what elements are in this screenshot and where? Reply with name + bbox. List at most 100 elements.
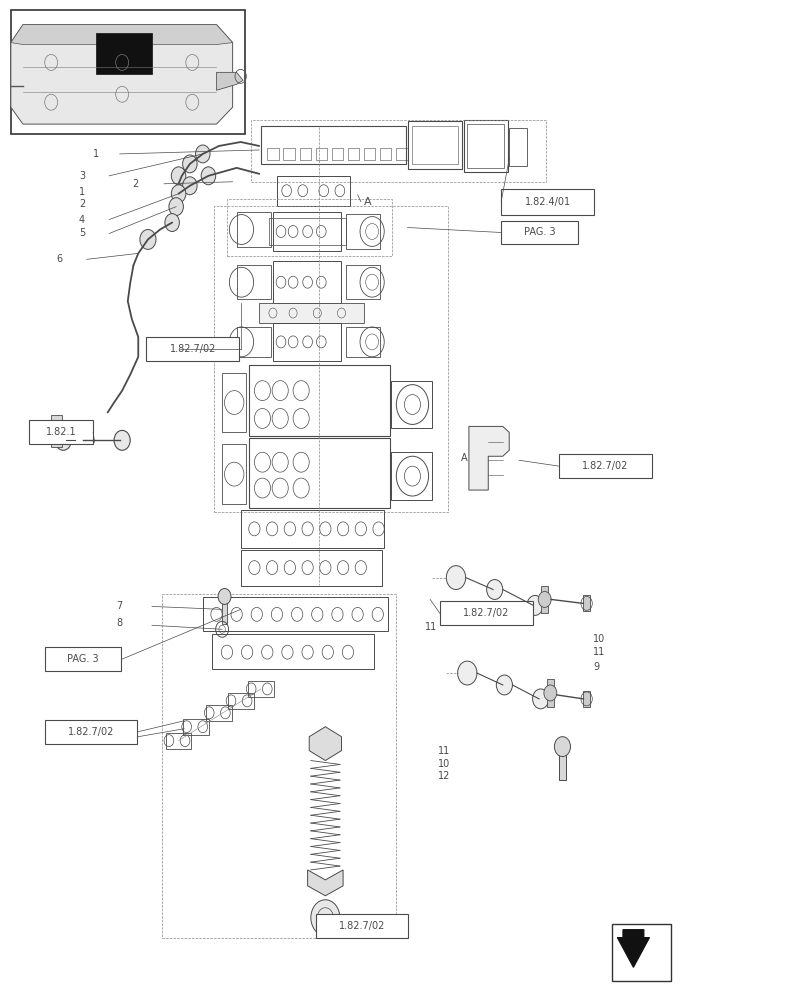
Text: 8: 8 <box>116 618 122 628</box>
Bar <box>611 924 670 981</box>
Bar <box>214 206 448 512</box>
Text: 11: 11 <box>438 746 450 756</box>
Bar <box>272 212 341 251</box>
Text: 9: 9 <box>592 662 599 672</box>
Circle shape <box>457 661 476 685</box>
Bar <box>363 148 375 160</box>
Polygon shape <box>616 930 649 967</box>
Circle shape <box>114 430 130 450</box>
Bar <box>347 148 358 160</box>
Text: 4: 4 <box>79 215 85 225</box>
Circle shape <box>538 591 551 607</box>
Text: PAG. 3: PAG. 3 <box>67 654 99 664</box>
Bar <box>315 914 408 938</box>
Circle shape <box>139 230 156 249</box>
Polygon shape <box>217 72 242 90</box>
Bar <box>228 693 253 709</box>
Text: 3: 3 <box>79 171 85 181</box>
Bar <box>582 691 589 707</box>
Bar <box>466 124 504 168</box>
Bar <box>464 120 508 172</box>
Polygon shape <box>11 25 232 124</box>
Text: 11: 11 <box>425 622 437 632</box>
Bar <box>203 597 388 631</box>
Circle shape <box>201 167 216 185</box>
Text: 7: 7 <box>116 601 122 611</box>
Circle shape <box>182 177 197 195</box>
Polygon shape <box>309 727 341 761</box>
Bar <box>412 126 457 164</box>
Text: 1.82.7/02: 1.82.7/02 <box>338 921 384 931</box>
Circle shape <box>195 145 210 163</box>
Bar <box>391 452 431 500</box>
Bar <box>391 381 431 428</box>
Text: 2: 2 <box>132 179 138 189</box>
Bar <box>222 596 227 624</box>
Bar <box>440 601 532 625</box>
Bar <box>283 148 294 160</box>
Text: 1.82.7/02: 1.82.7/02 <box>68 727 114 737</box>
Circle shape <box>169 198 183 216</box>
Circle shape <box>446 566 465 589</box>
Bar <box>248 438 389 508</box>
Text: 10: 10 <box>438 759 450 769</box>
Bar <box>240 550 381 586</box>
Circle shape <box>532 689 548 709</box>
Bar <box>222 444 246 504</box>
Bar <box>227 199 392 256</box>
Circle shape <box>165 214 179 232</box>
Text: 1.82.4/01: 1.82.4/01 <box>524 197 570 207</box>
Circle shape <box>218 589 230 604</box>
Circle shape <box>496 675 512 695</box>
Bar <box>240 510 384 548</box>
Bar <box>396 148 407 160</box>
Bar <box>183 719 209 735</box>
Text: PAG. 3: PAG. 3 <box>523 227 555 237</box>
Bar <box>236 265 270 299</box>
Bar <box>332 148 343 160</box>
Text: 11: 11 <box>592 647 604 657</box>
Polygon shape <box>307 870 343 896</box>
Text: 1.82.7/02: 1.82.7/02 <box>462 608 508 618</box>
Circle shape <box>171 185 186 203</box>
Bar <box>346 214 380 249</box>
Circle shape <box>171 167 186 185</box>
Bar <box>165 733 191 749</box>
Bar <box>11 10 244 134</box>
Bar <box>541 586 547 613</box>
Text: A: A <box>363 197 371 207</box>
Circle shape <box>526 595 543 615</box>
Bar <box>51 415 62 447</box>
Text: 1.82.1: 1.82.1 <box>45 427 76 437</box>
Bar <box>162 594 396 938</box>
Bar <box>315 148 327 160</box>
Bar <box>559 454 651 478</box>
Bar <box>45 720 137 744</box>
Circle shape <box>55 430 71 450</box>
Bar <box>247 681 273 697</box>
Text: 1.82.7/02: 1.82.7/02 <box>169 344 216 354</box>
Bar <box>206 705 231 721</box>
Text: 5: 5 <box>79 228 85 238</box>
Polygon shape <box>468 426 508 490</box>
Text: 2: 2 <box>79 199 85 209</box>
Circle shape <box>554 737 570 757</box>
Bar <box>236 212 270 247</box>
Bar <box>380 148 391 160</box>
Bar <box>299 148 311 160</box>
Bar <box>500 189 593 215</box>
Bar <box>500 221 577 244</box>
Circle shape <box>543 685 556 701</box>
Bar <box>268 218 345 245</box>
Bar <box>277 176 349 206</box>
Polygon shape <box>11 25 232 45</box>
Bar <box>346 265 380 299</box>
Bar <box>248 365 389 436</box>
Bar <box>267 148 278 160</box>
Bar <box>236 327 270 357</box>
Text: 10: 10 <box>592 634 604 644</box>
Text: 12: 12 <box>438 771 450 781</box>
Circle shape <box>486 580 502 599</box>
Bar <box>547 679 553 707</box>
Bar <box>146 337 238 361</box>
